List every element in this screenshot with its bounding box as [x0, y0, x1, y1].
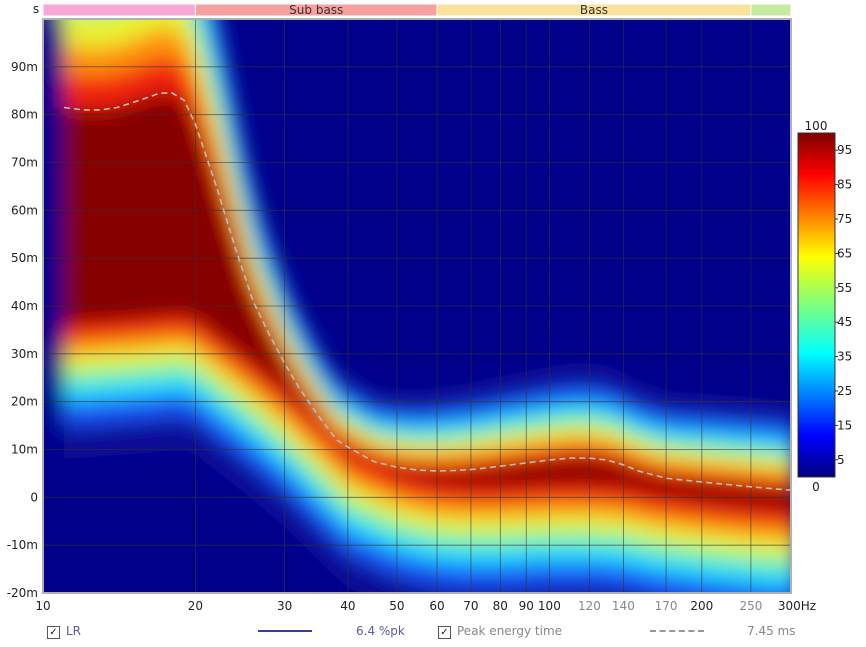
x-tick-label: 20	[188, 599, 203, 613]
x-tick-label: 120	[578, 599, 601, 613]
x-tick-label: 40	[340, 599, 355, 613]
x-tick-label: 170	[655, 599, 678, 613]
y-tick-label: 20m	[11, 395, 38, 409]
energy-contour	[53, 93, 791, 511]
y-tick-label: -20m	[7, 586, 38, 600]
colorbar-tick-label: 75	[837, 212, 852, 226]
y-tick-label: 10m	[11, 443, 38, 457]
colorbar-tick-label: 85	[837, 178, 852, 192]
y-tick-label: 80m	[11, 108, 38, 122]
y-tick-label: 60m	[11, 203, 38, 217]
x-axis-ticks: 10 20 30 40 50 60 70 80 90 100 120 140 170 200 250 300H…	[35, 599, 816, 613]
x-tick-label: 70	[463, 599, 478, 613]
y-tick-label: 70m	[11, 156, 38, 170]
x-tick-label: 140	[612, 599, 635, 613]
plot-frame	[42, 18, 792, 594]
y-tick-label: 40m	[11, 299, 38, 313]
colorbar	[797, 132, 836, 478]
lr-series-name: LR	[66, 624, 82, 638]
x-tick-label: 80	[493, 599, 508, 613]
x-tick-label: 10	[35, 599, 50, 613]
colorbar-tick-label: 5	[837, 453, 845, 467]
colorbar-tick-label: 95	[837, 143, 852, 157]
colorbar-tick-label: 0	[812, 480, 820, 494]
lr-line-swatch	[258, 630, 312, 632]
peak-energy-series-name: Peak energy time	[457, 624, 563, 638]
y-axis-ticks: 90m 80m 70m 60m 50m 40m 30m 20m 10m 0 -10m -20m	[7, 60, 38, 600]
x-tick-label: 250	[739, 599, 762, 613]
colorbar-tick-label: 100	[805, 119, 828, 133]
waterfall-chart: s Sub bass Bass 10 20 30 40 50 60 70 80 90 100 120 1…	[7, 2, 853, 613]
y-unit-label: s	[33, 2, 39, 16]
y-tick-label: -10m	[7, 538, 38, 552]
peak-energy-checkbox[interactable]: ✓	[438, 626, 451, 639]
colorbar-tick-label: 55	[837, 281, 852, 295]
x-tick-label: 300Hz	[778, 599, 816, 613]
frequency-band	[42, 3, 196, 17]
frequency-band-label: Sub bass	[289, 3, 343, 17]
colorbar-tick-label: 15	[837, 418, 852, 432]
colorbar-tick-label: 65	[837, 246, 852, 260]
frequency-band-label: Bass	[580, 3, 608, 17]
peak-energy-line-swatch	[650, 630, 704, 632]
colorbar-tick-label: 25	[837, 384, 852, 398]
colorbar-tick-label: 35	[837, 350, 852, 364]
x-tick-label: 100	[538, 599, 561, 613]
x-tick-label: 60	[429, 599, 444, 613]
x-tick-label: 30	[277, 599, 292, 613]
x-tick-label: 200	[690, 599, 713, 613]
peak-energy-series-value: 7.45 ms	[747, 624, 796, 638]
lr-series-value: 6.4 %pk	[356, 624, 405, 638]
x-tick-label: 90	[519, 599, 534, 613]
y-tick-label: 30m	[11, 347, 38, 361]
frequency-band-strip: Sub bass Bass	[42, 3, 792, 17]
frequency-band	[750, 3, 792, 17]
peak-energy-time-curve	[63, 92, 791, 491]
grid-lines	[43, 19, 791, 594]
colorbar-tick-label: 45	[837, 315, 852, 329]
y-tick-label: 90m	[11, 60, 38, 74]
y-tick-label: 50m	[11, 251, 38, 265]
y-tick-label: 0	[30, 490, 38, 504]
legend: ✓ LR 6.4 %pk ✓ Peak energy time 7.45 ms	[0, 620, 866, 644]
colorbar-ticks: 100 95 85 75 65 55 45 35 25 15 5 0	[805, 119, 853, 494]
lr-checkbox[interactable]: ✓	[47, 626, 60, 639]
x-tick-label: 50	[389, 599, 404, 613]
